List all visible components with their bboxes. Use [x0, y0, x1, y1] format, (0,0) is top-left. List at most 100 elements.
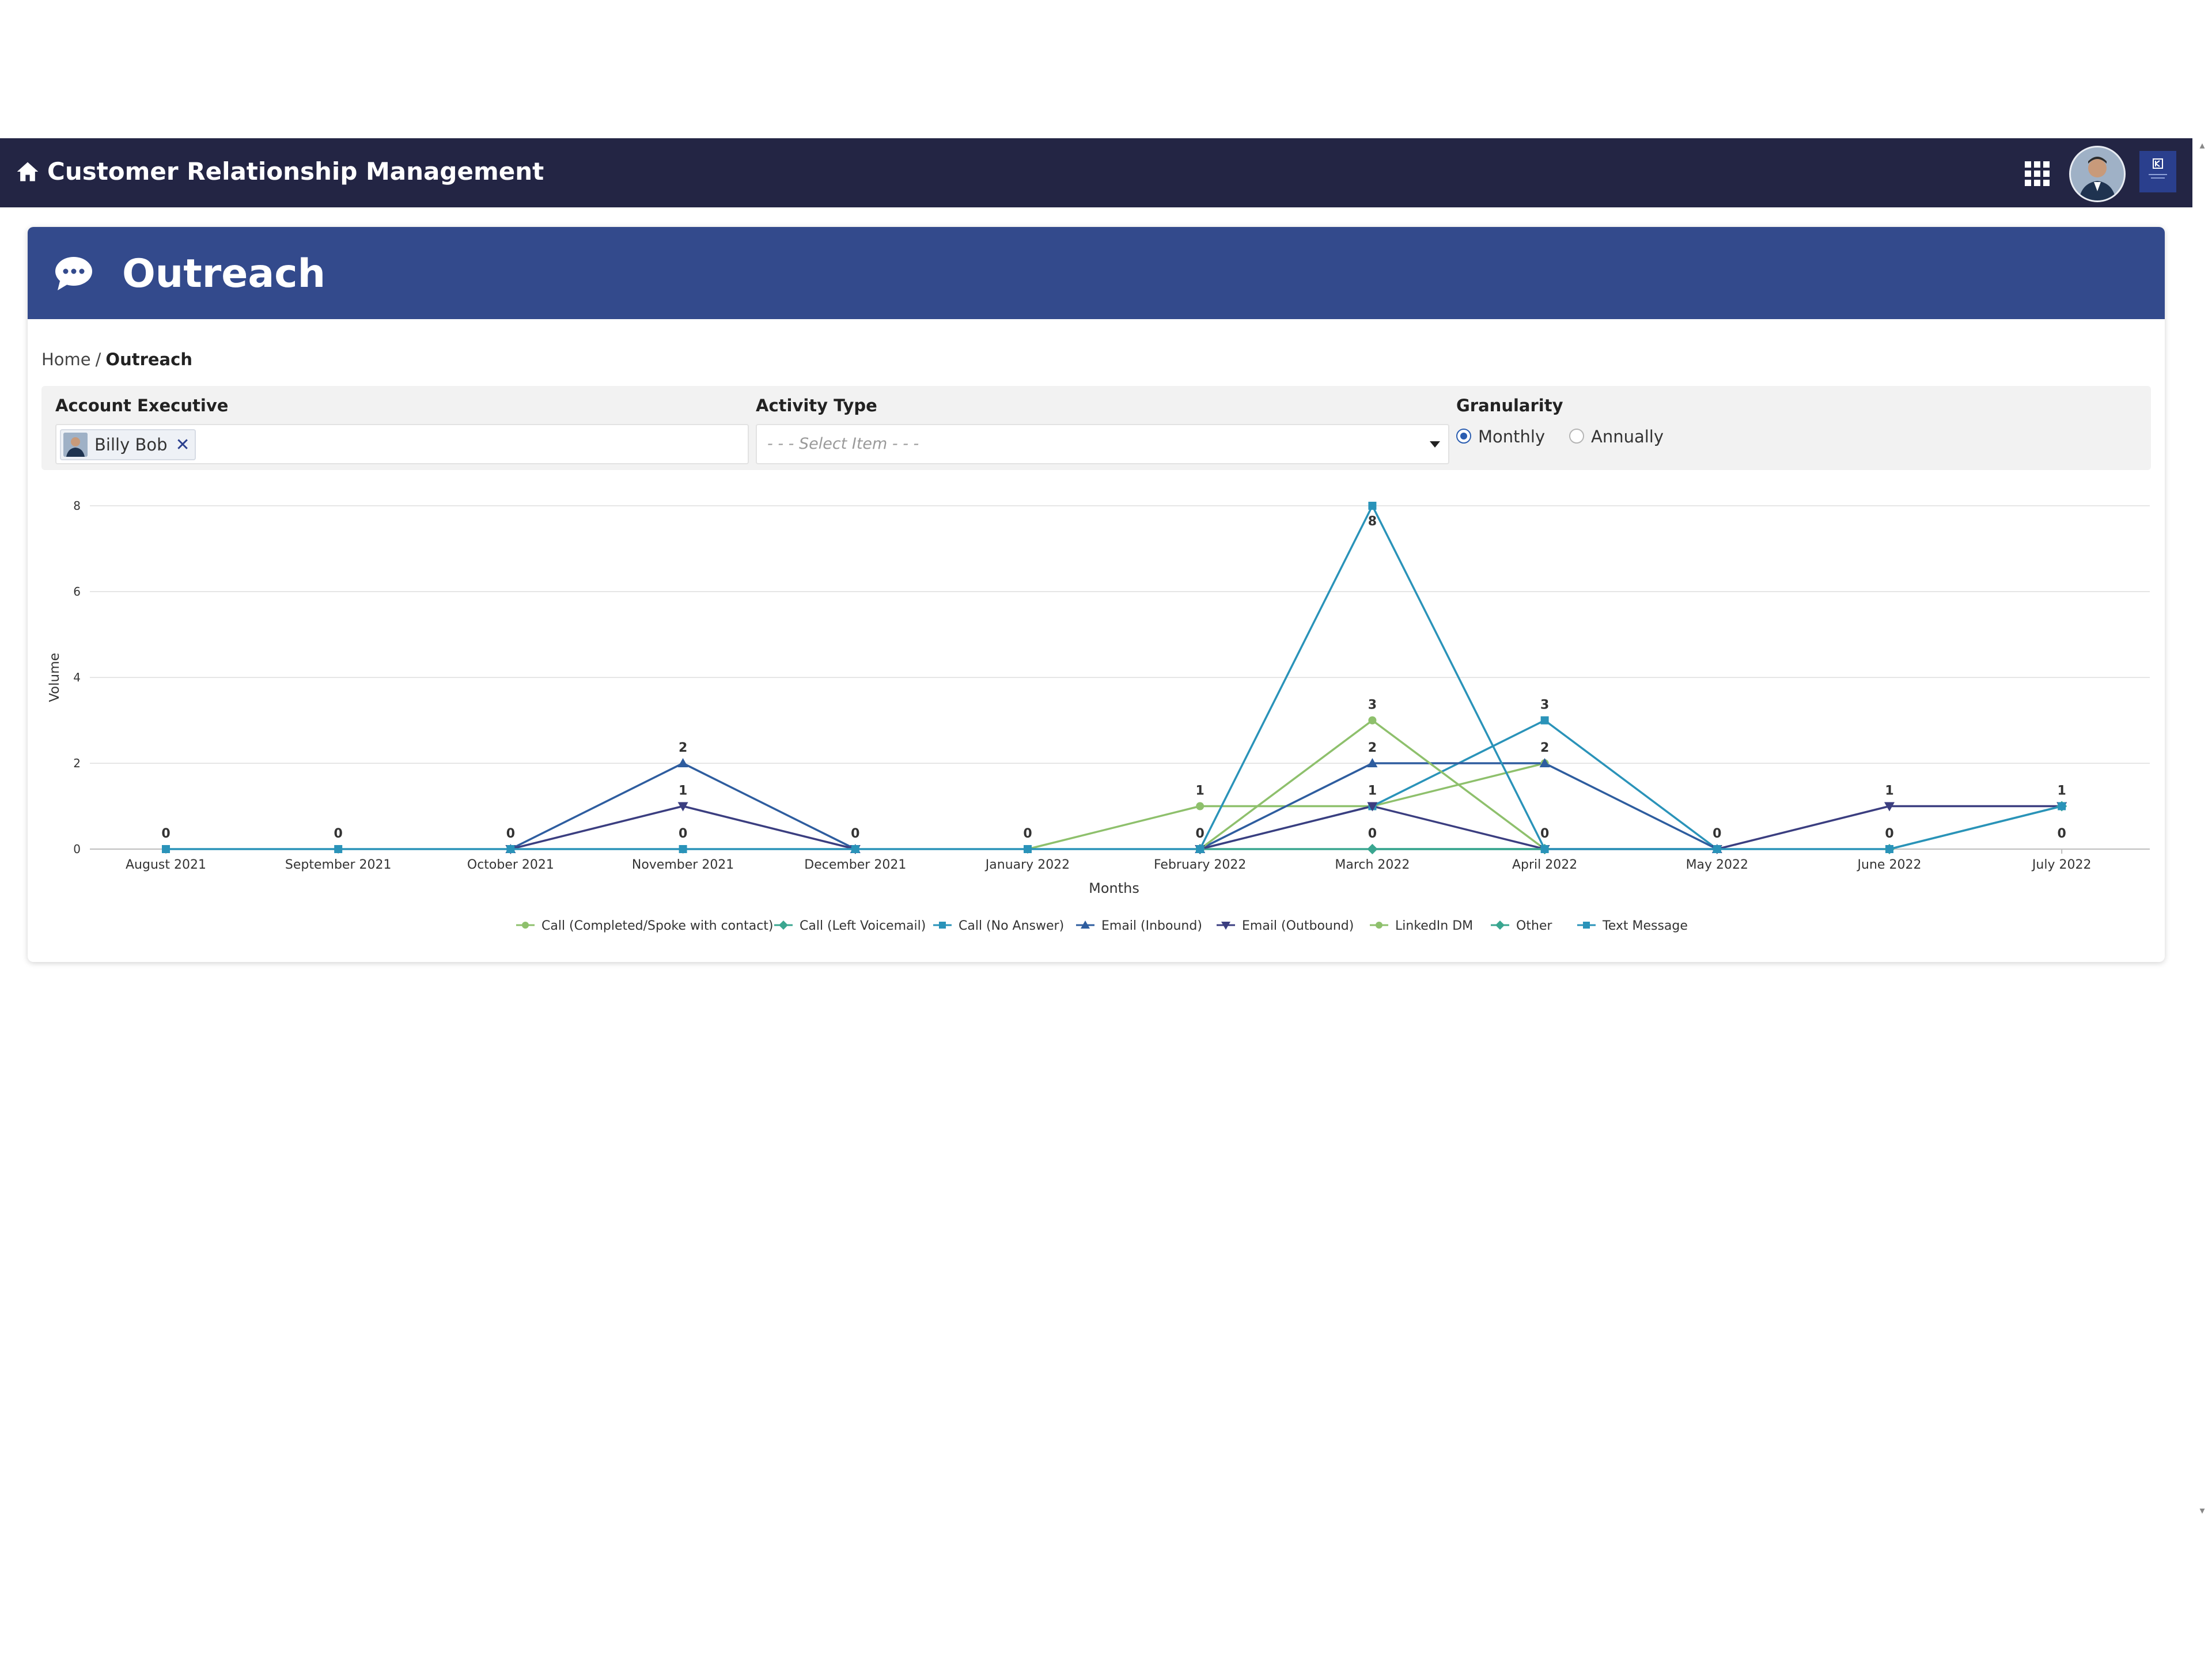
- data-label: 0: [161, 827, 170, 841]
- company-logo[interactable]: [2139, 151, 2176, 192]
- x-tick-label: November 2021: [632, 858, 734, 872]
- data-label: 8: [1368, 514, 1377, 529]
- data-point: [2058, 802, 2066, 810]
- data-label: 3: [1540, 698, 1549, 713]
- x-axis-title: Months: [1089, 880, 1139, 896]
- data-label: 0: [1540, 827, 1549, 841]
- x-tick-label: April 2022: [1512, 858, 1577, 872]
- legend-item: Call (Left Voicemail): [800, 919, 926, 933]
- data-point: [1367, 802, 1378, 812]
- data-point: [1495, 921, 1505, 930]
- series-line: [1199, 762, 1718, 850]
- chat-bubble-icon: [55, 257, 92, 290]
- legend-item: Call (Completed/Spoke with contact): [541, 919, 774, 933]
- legend-item: Email (Outbound): [1242, 919, 1354, 933]
- legend-item: LinkedIn DM: [1395, 919, 1473, 933]
- legend-item: Call (No Answer): [959, 919, 1064, 933]
- data-point: [1368, 716, 1377, 725]
- breadcrumb-home-link[interactable]: Home: [41, 350, 91, 369]
- app-title[interactable]: Customer Relationship Management: [47, 157, 544, 185]
- data-label: 0: [679, 827, 687, 841]
- x-tick-label: February 2022: [1154, 858, 1246, 872]
- data-point: [162, 845, 170, 853]
- series-line: [1199, 805, 2062, 850]
- activity-type-select[interactable]: - - - Select Item - - -: [756, 424, 1449, 464]
- data-label: 2: [679, 741, 687, 755]
- series-line: [166, 505, 2062, 850]
- radio-monthly[interactable]: [1456, 429, 1471, 444]
- data-label: 0: [506, 827, 515, 841]
- activity-type-label: Activity Type: [756, 396, 877, 415]
- breadcrumb-current: Outreach: [105, 350, 192, 369]
- scroll-down-arrow-icon[interactable]: ▾: [2199, 1505, 2205, 1517]
- data-point: [677, 802, 688, 812]
- data-point: [1196, 845, 1205, 853]
- account-executive-label: Account Executive: [55, 396, 229, 415]
- data-label: 1: [1196, 784, 1205, 798]
- data-point: [1221, 922, 1230, 930]
- data-label: 2: [1540, 741, 1549, 755]
- data-point: [679, 845, 687, 853]
- account-executive-multiselect[interactable]: Billy Bob ✕: [55, 424, 749, 464]
- data-label: 1: [1368, 784, 1377, 798]
- y-tick-label: 2: [73, 756, 81, 770]
- x-tick-label: December 2021: [804, 858, 906, 872]
- breadcrumb: Home / Outreach: [41, 348, 192, 371]
- executive-avatar: [63, 433, 88, 457]
- y-tick-label: 4: [73, 671, 81, 684]
- data-point: [522, 922, 529, 929]
- data-label: 3: [1368, 698, 1377, 713]
- x-tick-label: May 2022: [1686, 858, 1748, 872]
- data-point: [1540, 716, 1549, 725]
- y-axis-title: Volume: [47, 653, 62, 702]
- data-label: 0: [1368, 827, 1377, 841]
- legend-item: Email (Inbound): [1101, 919, 1202, 933]
- home-icon[interactable]: [15, 159, 40, 184]
- data-label: 0: [1885, 827, 1893, 841]
- x-tick-label: January 2022: [984, 858, 1070, 872]
- granularity-label: Granularity: [1456, 396, 1563, 415]
- x-tick-label: July 2022: [2031, 858, 2092, 872]
- chevron-down-icon[interactable]: [1430, 441, 1440, 448]
- data-point: [851, 845, 859, 853]
- data-point: [1367, 844, 1378, 854]
- granularity-annually-option[interactable]: Annually: [1569, 425, 1679, 448]
- data-point: [1368, 502, 1377, 510]
- data-label: 1: [2058, 784, 2066, 798]
- filter-bar: Account Executive Billy Bob ✕ Activity Ty…: [41, 386, 2151, 470]
- apps-grid-icon[interactable]: [2025, 161, 2050, 187]
- scroll-up-arrow-icon[interactable]: ▴: [2199, 139, 2205, 151]
- breadcrumb-separator: /: [95, 350, 101, 369]
- panel-header: Outreach: [28, 227, 2165, 319]
- x-tick-label: June 2022: [1857, 858, 1922, 872]
- radio-monthly-label: Monthly: [1478, 427, 1546, 446]
- data-point: [1540, 845, 1549, 853]
- data-label: 0: [334, 827, 343, 841]
- selected-executive-chip: Billy Bob ✕: [60, 429, 196, 460]
- data-point: [1539, 758, 1550, 767]
- granularity-monthly-option[interactable]: Monthly: [1456, 425, 1554, 448]
- data-point: [1713, 845, 1721, 853]
- y-tick-label: 8: [73, 499, 81, 513]
- data-point: [677, 758, 688, 767]
- data-label: 0: [851, 827, 859, 841]
- data-point: [334, 845, 343, 853]
- x-tick-label: September 2021: [285, 858, 392, 872]
- data-label: 1: [1885, 784, 1893, 798]
- radio-annually[interactable]: [1569, 429, 1584, 444]
- data-label: 0: [2058, 827, 2066, 841]
- data-point: [1884, 802, 1895, 812]
- remove-chip-icon[interactable]: ✕: [175, 435, 190, 455]
- data-point: [1885, 845, 1893, 853]
- page-title: Outreach: [122, 251, 325, 297]
- data-label: 0: [1023, 827, 1032, 841]
- data-label: 2: [1368, 741, 1377, 755]
- selected-executive-name: Billy Bob: [94, 435, 168, 454]
- data-point: [1583, 922, 1590, 929]
- data-label: 0: [1196, 827, 1205, 841]
- data-point: [1081, 921, 1090, 929]
- data-point: [506, 845, 515, 853]
- data-point: [1024, 845, 1032, 853]
- y-tick-label: 6: [73, 585, 81, 599]
- user-avatar[interactable]: [2069, 146, 2126, 202]
